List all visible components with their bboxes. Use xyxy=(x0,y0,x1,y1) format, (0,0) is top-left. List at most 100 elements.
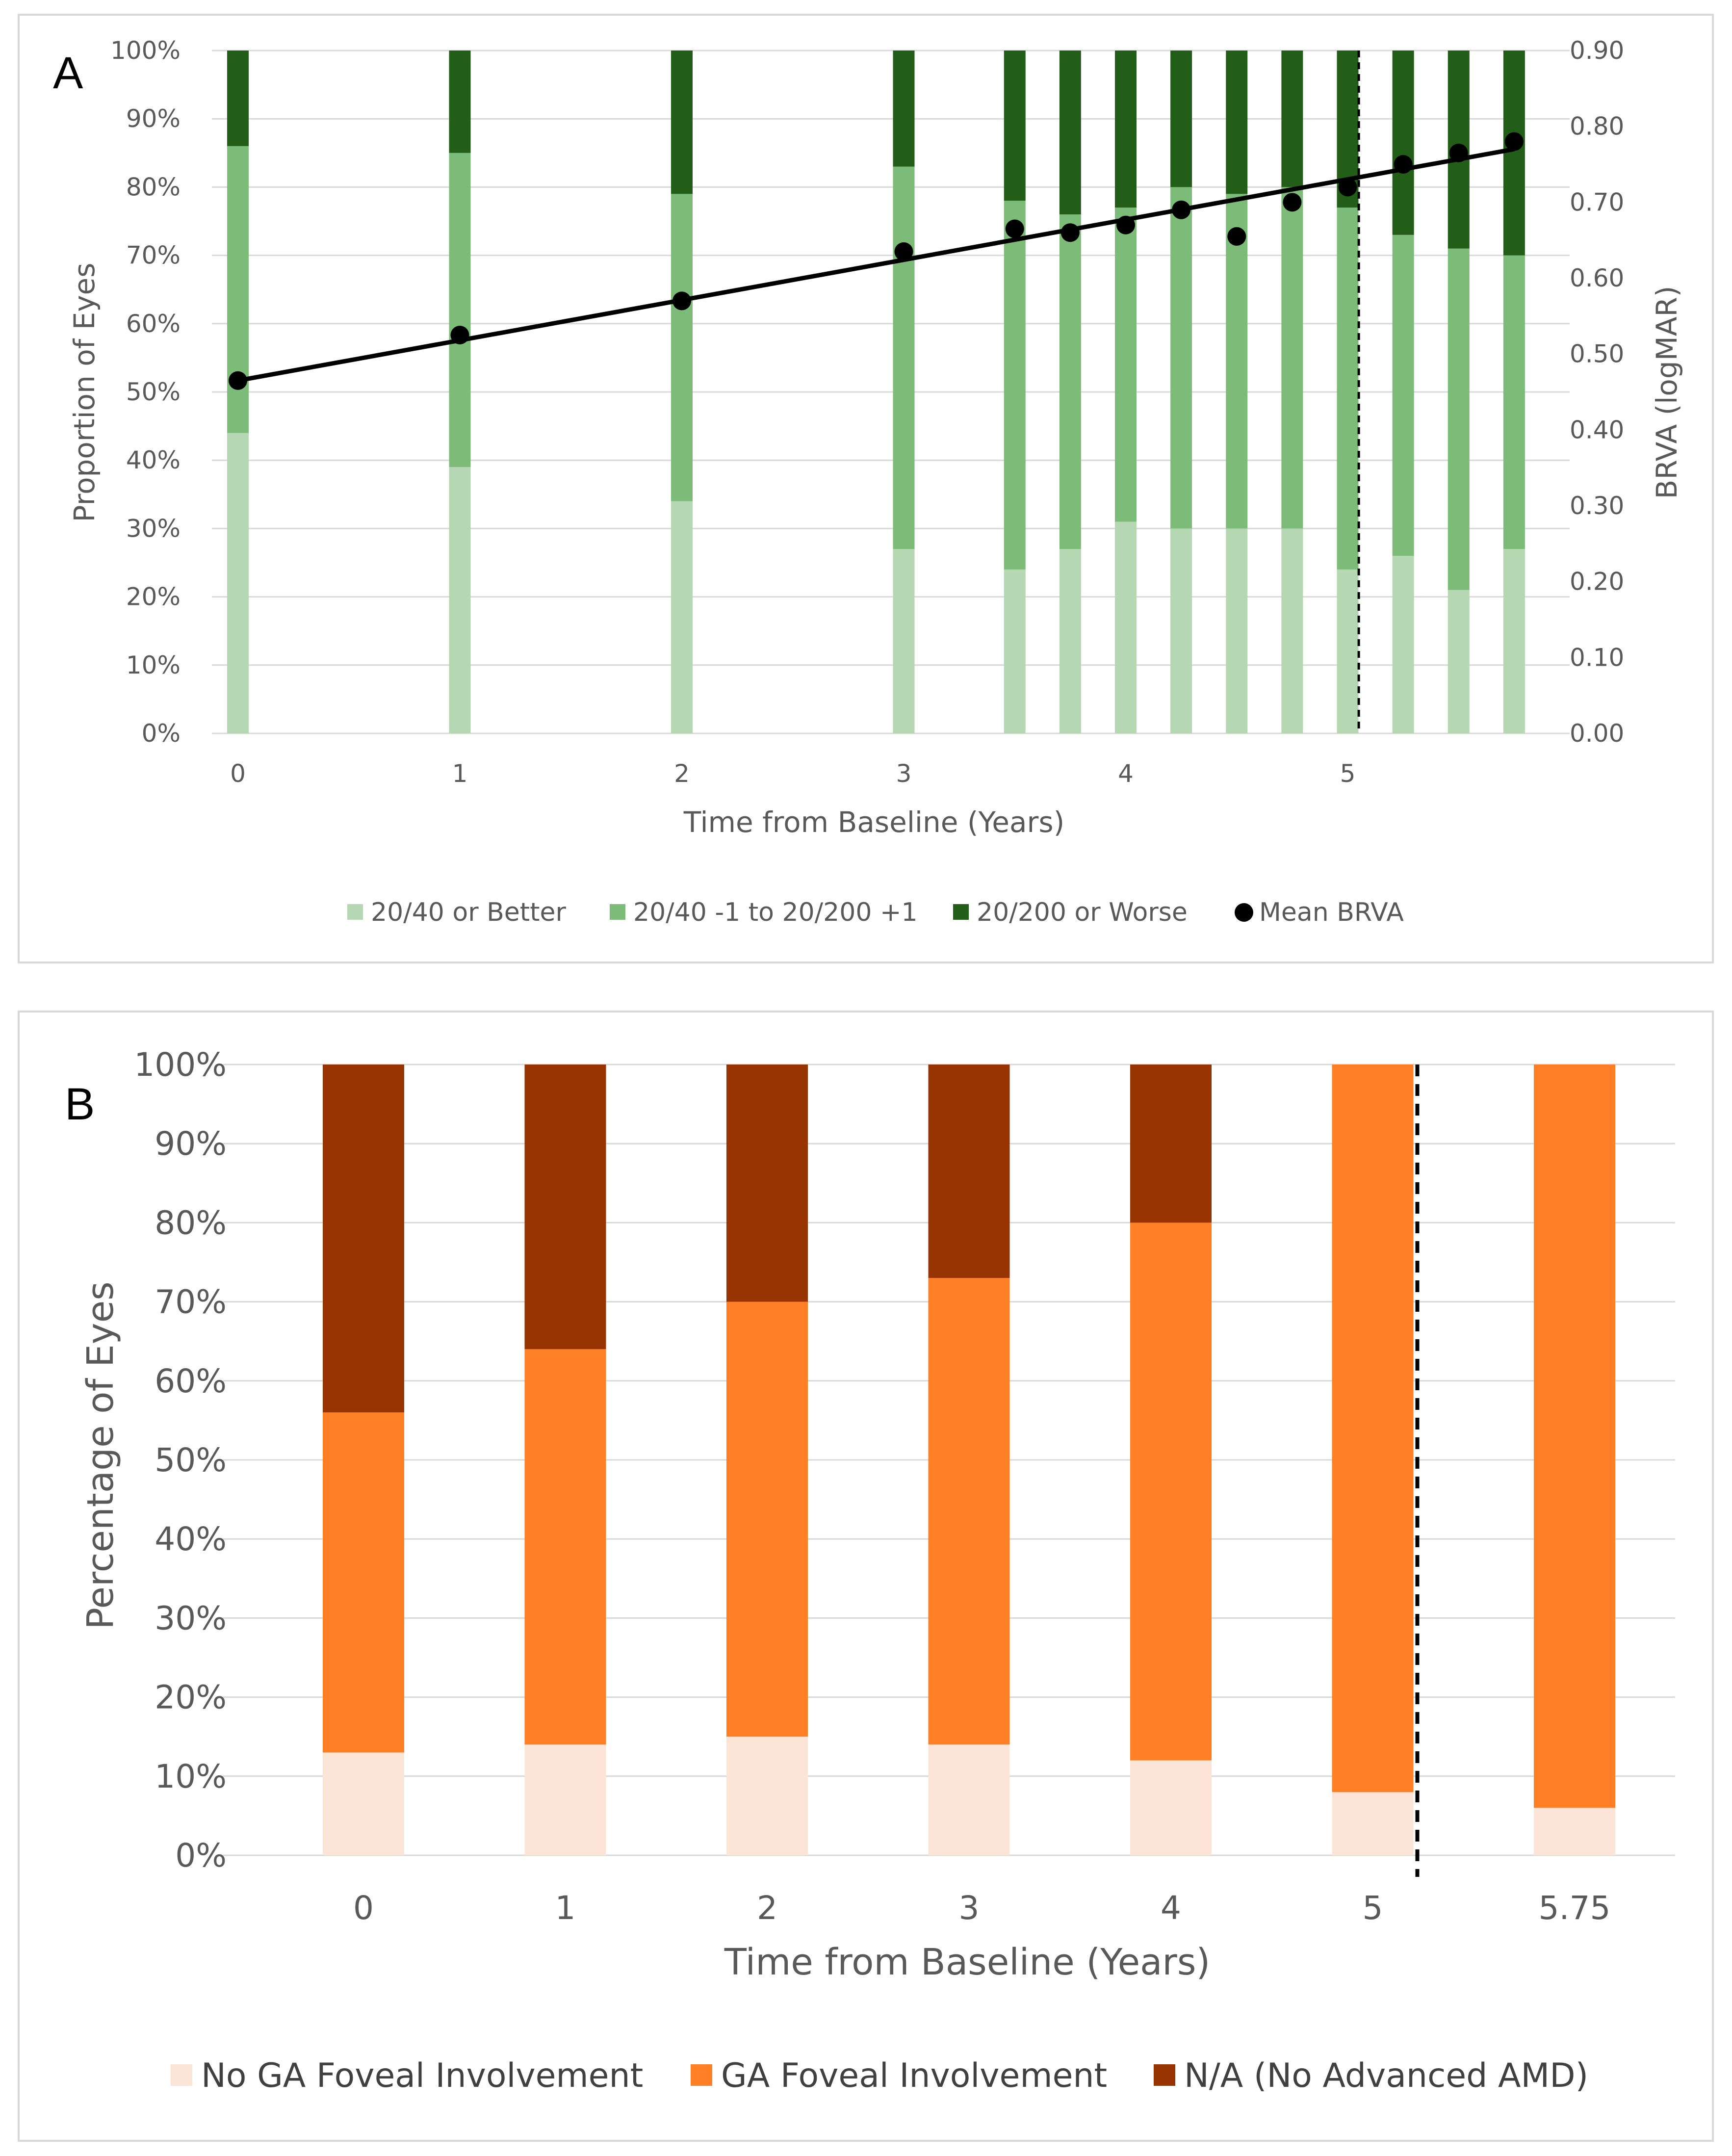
bar-segment-better xyxy=(1226,528,1248,733)
panel-a-bars xyxy=(227,51,1525,733)
panel-b-legend: No GA Foveal Involvement GA Foveal Invol… xyxy=(171,2056,1588,2095)
panel-a-legend: 20/40 or Better 20/40 -1 to 20/200 +1 20… xyxy=(347,898,1404,927)
legend-swatch-na xyxy=(1154,2064,1175,2086)
panel-a-x-axis-title: Time from Baseline (Years) xyxy=(683,805,1064,839)
x-tick-label: 3 xyxy=(959,1889,980,1927)
bar-segment-worse xyxy=(1392,51,1414,235)
legend-swatch-worse xyxy=(953,904,969,920)
y2-tick-label: 0.50 xyxy=(1570,340,1624,368)
bar-segment-no-ga xyxy=(323,1752,404,1855)
legend-label-no-ga: No GA Foveal Involvement xyxy=(201,2056,643,2095)
panel-b-x-axis-title: Time from Baseline (Years) xyxy=(724,1941,1211,1983)
bar-segment-no-ga xyxy=(1534,1808,1615,1855)
legend-swatch-ga xyxy=(691,2064,712,2086)
bar-segment-na xyxy=(323,1065,404,1413)
panel-b-label: B xyxy=(65,1079,95,1129)
panel-a-y-ticks: 0% 10% 20% 30% 40% 50% 60% 70% 80% 90% 100% xyxy=(110,36,181,748)
bar-segment-better xyxy=(1115,521,1137,733)
mean-brva-point xyxy=(894,242,913,261)
mean-brva-point xyxy=(1172,200,1191,219)
bar-segment-mid xyxy=(1448,248,1470,590)
bar-segment-mid xyxy=(1503,255,1525,549)
panel-b-frame xyxy=(18,1011,1714,2142)
x-tick-label: 2 xyxy=(757,1889,777,1927)
panel-a-x-ticks: 0 1 2 3 4 5 xyxy=(230,759,1355,788)
y-tick-label: 50% xyxy=(126,378,181,406)
panel-a-trendline xyxy=(237,147,1515,383)
x-tick-label: 5 xyxy=(1340,759,1356,788)
legend-swatch-mid xyxy=(610,904,625,920)
y-tick-label: 90% xyxy=(155,1125,227,1163)
bar-segment-better xyxy=(1392,556,1414,733)
bar-segment-no-ga xyxy=(1332,1792,1414,1855)
y-tick-label: 10% xyxy=(126,651,181,679)
mean-brva-point xyxy=(1060,223,1080,242)
y2-tick-label: 0.80 xyxy=(1570,112,1624,141)
bar-segment-na xyxy=(726,1065,808,1302)
panel-a-y2-ticks: 0.00 0.10 0.20 0.30 0.40 0.50 0.60 0.70 0.80 0.90 xyxy=(1570,36,1624,748)
bar-segment-worse xyxy=(227,51,249,146)
y-tick-label: 60% xyxy=(126,310,181,338)
x-tick-label: 3 xyxy=(896,759,912,788)
bar-segment-na xyxy=(1130,1065,1212,1223)
panel-a-y2-axis-title: BRVA (logMAR) xyxy=(1650,286,1683,499)
bar-segment-mid xyxy=(1004,201,1026,570)
bar-segment-mid xyxy=(1392,234,1414,556)
y2-tick-label: 0.00 xyxy=(1570,719,1624,748)
y-tick-label: 30% xyxy=(155,1599,227,1637)
x-tick-label: 1 xyxy=(452,759,468,788)
legend-label-mid: 20/40 -1 to 20/200 +1 xyxy=(633,898,918,927)
panel-b-bars xyxy=(323,1065,1615,1855)
mean-brva-point xyxy=(672,291,691,311)
y-tick-label: 30% xyxy=(126,514,181,543)
panel-a-mean-brva-points xyxy=(229,132,1524,390)
x-tick-label: 5.75 xyxy=(1539,1889,1611,1927)
y2-tick-label: 0.90 xyxy=(1570,36,1624,65)
mean-brva-point xyxy=(1338,178,1357,197)
mean-brva-point xyxy=(1449,143,1468,162)
bar-segment-better xyxy=(1337,569,1359,733)
mean-brva-point xyxy=(229,371,247,390)
y-tick-label: 20% xyxy=(155,1679,227,1716)
bar-segment-mid xyxy=(1115,208,1137,522)
y-tick-label: 100% xyxy=(134,1046,227,1084)
legend-label-na: N/A (No Advanced AMD) xyxy=(1184,2056,1588,2095)
x-tick-label: 4 xyxy=(1161,1889,1181,1927)
bar-segment-mid xyxy=(893,166,915,549)
bar-segment-ga xyxy=(524,1349,606,1745)
bar-segment-worse xyxy=(893,51,915,167)
y-tick-label: 0% xyxy=(175,1837,227,1874)
bar-segment-worse xyxy=(1170,51,1192,187)
bar-segment-better xyxy=(1059,549,1081,733)
legend-marker-mean xyxy=(1235,903,1253,922)
panel-b-x-ticks: 0 1 2 3 4 5 5.75 xyxy=(353,1889,1610,1927)
y2-tick-label: 0.60 xyxy=(1570,264,1624,292)
bar-segment-better xyxy=(1503,549,1525,733)
bar-segment-worse xyxy=(1059,51,1081,215)
bar-segment-better xyxy=(1448,590,1470,733)
bar-segment-better xyxy=(671,501,693,733)
x-tick-label: 0 xyxy=(353,1889,374,1927)
mean-brva-point xyxy=(1116,215,1135,234)
legend-label-better: 20/40 or Better xyxy=(371,898,567,927)
bar-segment-ga xyxy=(1534,1065,1615,1808)
mean-brva-point xyxy=(1005,219,1024,238)
y-tick-label: 20% xyxy=(126,583,181,611)
y-tick-label: 40% xyxy=(126,446,181,474)
x-tick-label: 4 xyxy=(1118,759,1134,788)
bar-segment-no-ga xyxy=(928,1744,1010,1855)
bar-segment-better xyxy=(1170,528,1192,733)
bar-segment-mid xyxy=(1226,194,1248,529)
bar-segment-na xyxy=(928,1065,1010,1278)
bar-segment-no-ga xyxy=(524,1744,606,1855)
mean-brva-point xyxy=(1227,227,1246,246)
y2-tick-label: 0.20 xyxy=(1570,568,1624,596)
bar-segment-worse xyxy=(1004,51,1026,201)
bar-segment-worse xyxy=(671,51,693,194)
y-tick-label: 100% xyxy=(110,36,181,65)
bar-segment-no-ga xyxy=(726,1737,808,1855)
y-tick-label: 90% xyxy=(126,104,181,133)
y-tick-label: 10% xyxy=(155,1758,227,1795)
bar-segment-ga xyxy=(726,1301,808,1737)
